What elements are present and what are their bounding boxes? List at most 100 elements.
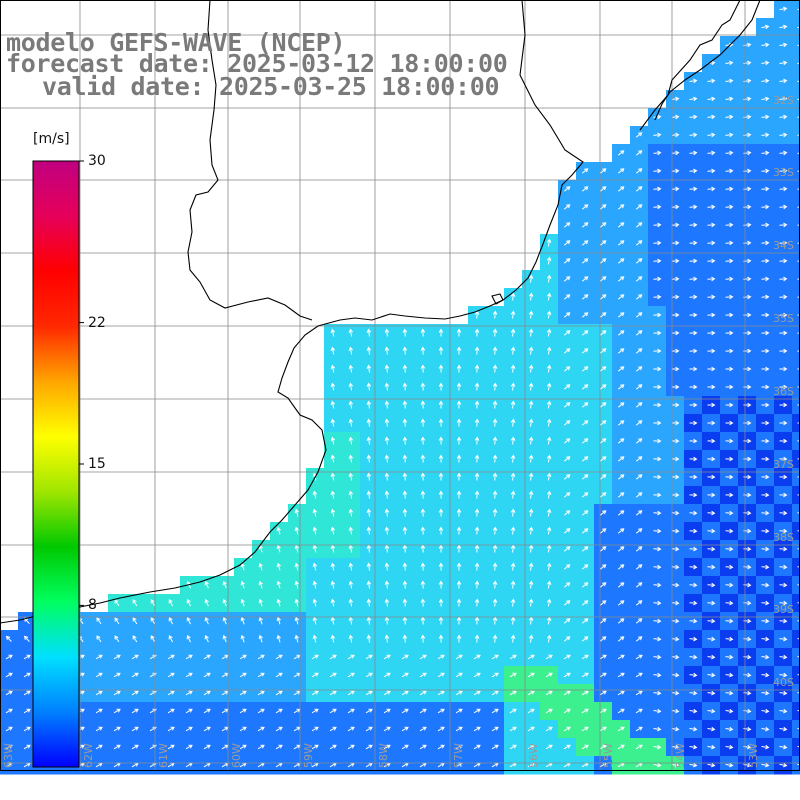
wind-arrow [474, 544, 480, 553]
wind-arrow [330, 400, 336, 409]
wind-arrow [617, 222, 625, 228]
wind-arrow [132, 599, 138, 607]
wind-arrow [528, 328, 534, 337]
wind-arrow [420, 418, 426, 427]
wind-arrow [366, 508, 372, 517]
wind-arrow [707, 168, 716, 174]
wind-arrow [473, 654, 481, 660]
wind-arrow [492, 418, 498, 427]
wind-arrow [761, 474, 770, 480]
wind-arrow [528, 580, 534, 589]
wind-arrow [312, 544, 318, 553]
wind-arrow [797, 728, 800, 730]
wind-arrow [707, 96, 716, 102]
wind-arrow [311, 708, 319, 714]
wind-arrow [761, 402, 770, 408]
wind-arrow [653, 474, 662, 480]
wind-arrow [456, 508, 462, 517]
wind-arrow [168, 599, 174, 607]
wind-arrow [492, 346, 498, 355]
wind-arrow [563, 510, 571, 516]
wind-arrow [653, 114, 662, 120]
wind-arrow [492, 562, 498, 571]
wind-arrow [797, 566, 800, 568]
wind-arrow [510, 634, 516, 643]
wind-arrow [653, 384, 662, 390]
wind-arrow [797, 458, 800, 460]
wind-arrow [474, 400, 480, 409]
wind-arrow [438, 634, 444, 643]
wind-arrow [492, 454, 498, 463]
wind-arrow [203, 726, 211, 732]
wind-arrow [761, 744, 770, 750]
wind-arrow [671, 114, 680, 120]
wind-arrow [348, 346, 354, 355]
wind-arrow [779, 150, 788, 156]
wind-arrow [653, 564, 662, 570]
wind-arrow [761, 384, 770, 390]
wind-arrow [239, 690, 247, 696]
wind-arrow [437, 708, 445, 714]
wind-arrow [671, 744, 680, 750]
wind-arrow [689, 438, 698, 444]
latitude-label: 40S [773, 676, 794, 689]
wind-arrow [528, 544, 534, 553]
wind-arrow [725, 618, 734, 624]
wind-arrow [581, 546, 589, 552]
coastline-uruguay-2 [654, 0, 761, 121]
wind-arrow [725, 150, 734, 156]
wind-arrow [384, 454, 390, 463]
wind-arrow [420, 580, 426, 589]
wind-arrow [635, 132, 643, 138]
wind-arrow [365, 708, 373, 714]
wind-arrow [528, 382, 534, 391]
wind-arrow [725, 204, 734, 210]
wind-arrow [725, 510, 734, 516]
wind-arrow [779, 654, 788, 660]
wind-arrow [797, 656, 800, 658]
wind-arrow [617, 456, 625, 462]
wind-arrow [653, 510, 662, 516]
wind-arrow [599, 456, 607, 462]
wind-arrow [689, 600, 698, 606]
wind-arrow [545, 744, 553, 750]
wind-arrow [257, 726, 265, 732]
wind-cell [792, 54, 800, 73]
wind-arrow [474, 418, 480, 427]
wind-arrow [420, 364, 426, 373]
wind-arrow [797, 134, 800, 136]
wind-cell [792, 72, 800, 91]
wind-arrow [617, 510, 625, 516]
wind-cell [792, 270, 800, 289]
wind-arrow [671, 528, 680, 534]
wind-arrow [689, 708, 698, 714]
wind-arrow [240, 616, 245, 625]
wind-arrow [419, 654, 427, 660]
wind-arrow [707, 762, 716, 768]
wind-arrow [510, 418, 516, 427]
wind-arrow [761, 294, 770, 300]
wind-arrow [203, 654, 211, 660]
wind-arrow [581, 528, 589, 534]
wind-arrow [635, 276, 643, 282]
wind-arrow [168, 617, 174, 625]
wind-arrow [545, 672, 553, 678]
wind-arrow [528, 472, 534, 481]
wind-arrow [185, 654, 193, 660]
map-graticule: 32S 33S 34S 35S 36S 37S 38S 39S 40S 63W 62W 61W 60W 5… [0, 0, 800, 771]
wind-arrow [653, 672, 662, 678]
wind-arrow [689, 744, 698, 750]
wind-arrow [384, 634, 390, 643]
wind-arrow [366, 526, 372, 535]
wind-arrow [797, 188, 800, 190]
wind-arrow [420, 526, 426, 535]
wind-arrow [5, 690, 13, 696]
wind-arrow [563, 312, 571, 318]
wind-arrow [581, 294, 589, 300]
wind-arrow [546, 364, 552, 373]
wind-arrow [635, 150, 643, 156]
wind-arrow [563, 366, 571, 372]
wind-arrow [707, 582, 716, 588]
